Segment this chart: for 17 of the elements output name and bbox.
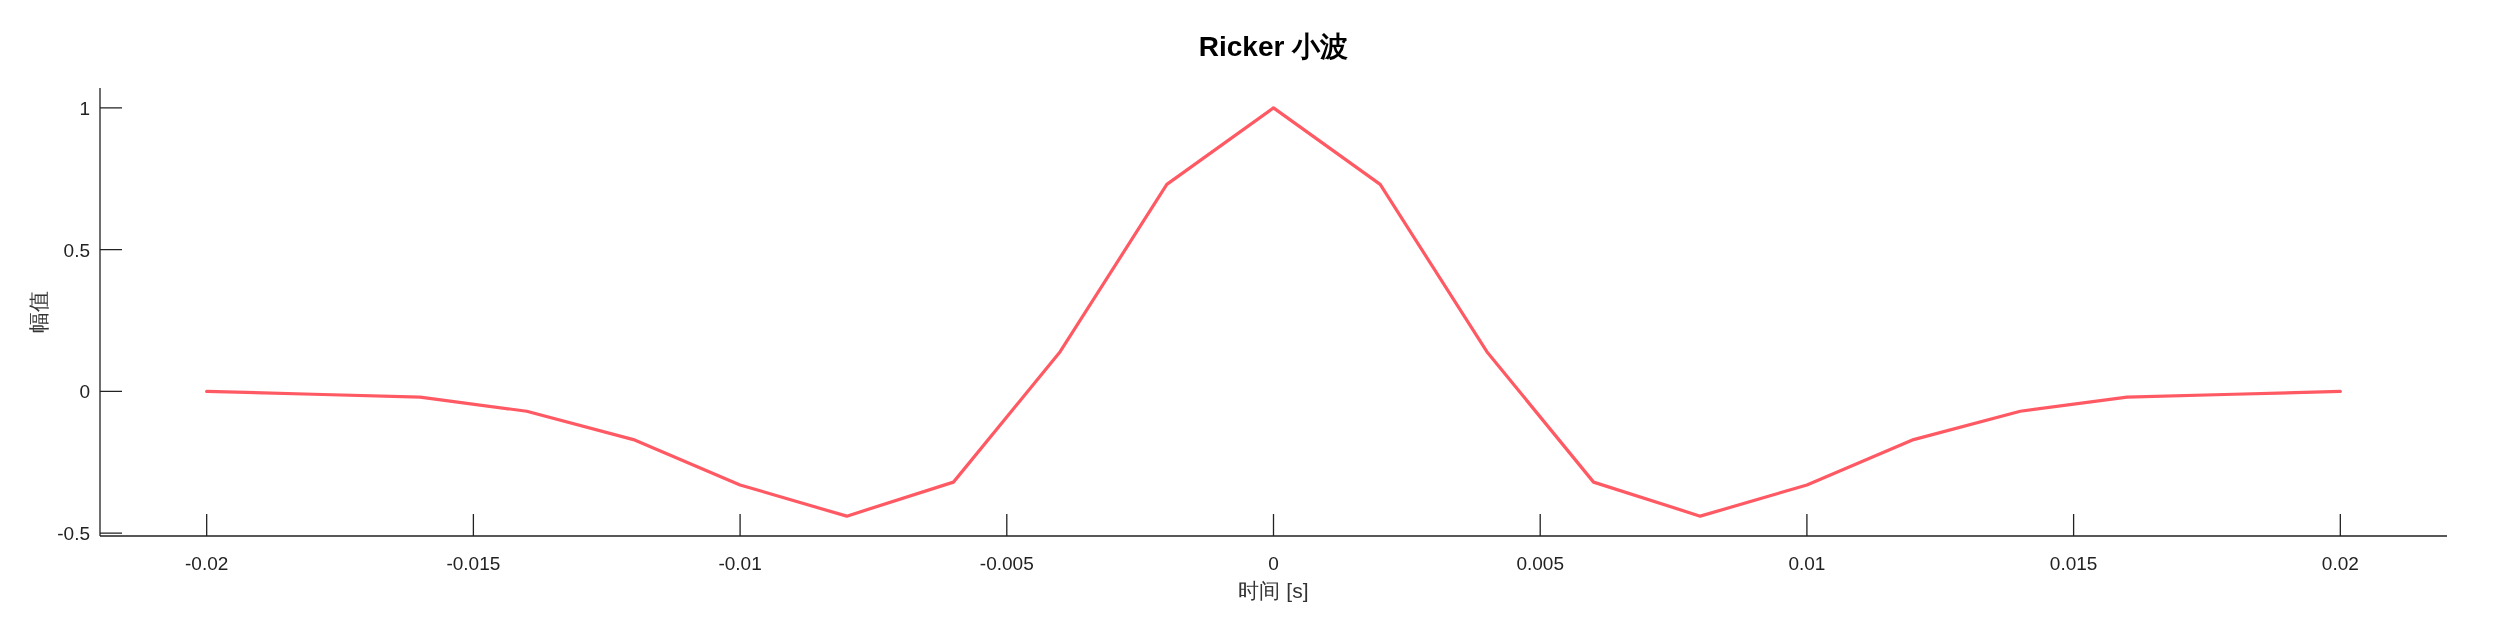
- x-tick-label: 0.01: [1788, 553, 1826, 574]
- x-tick-label: -0.02: [185, 553, 229, 574]
- x-axis-title: 时间 [s]: [1238, 579, 1309, 602]
- x-tick-label: -0.015: [446, 553, 501, 574]
- x-tick-label: -0.01: [718, 553, 762, 574]
- y-tick-label: 1: [79, 97, 90, 119]
- y-tick-label: -0.5: [57, 523, 90, 545]
- y-tick-label: 0: [79, 381, 90, 403]
- line-series: [205, 106, 2342, 518]
- y-tick-label: 0.5: [63, 239, 90, 261]
- x-tick-label: 0.015: [2049, 553, 2098, 574]
- x-tick-label: 0: [1268, 553, 1279, 574]
- x-tick-label: 0.02: [2321, 553, 2359, 574]
- x-tick-label: 0.005: [1516, 553, 1564, 574]
- y-axis-title: 幅值: [27, 291, 50, 333]
- x-tick-label: -0.005: [979, 553, 1034, 574]
- chart-title: Ricker 小波: [1198, 31, 1349, 62]
